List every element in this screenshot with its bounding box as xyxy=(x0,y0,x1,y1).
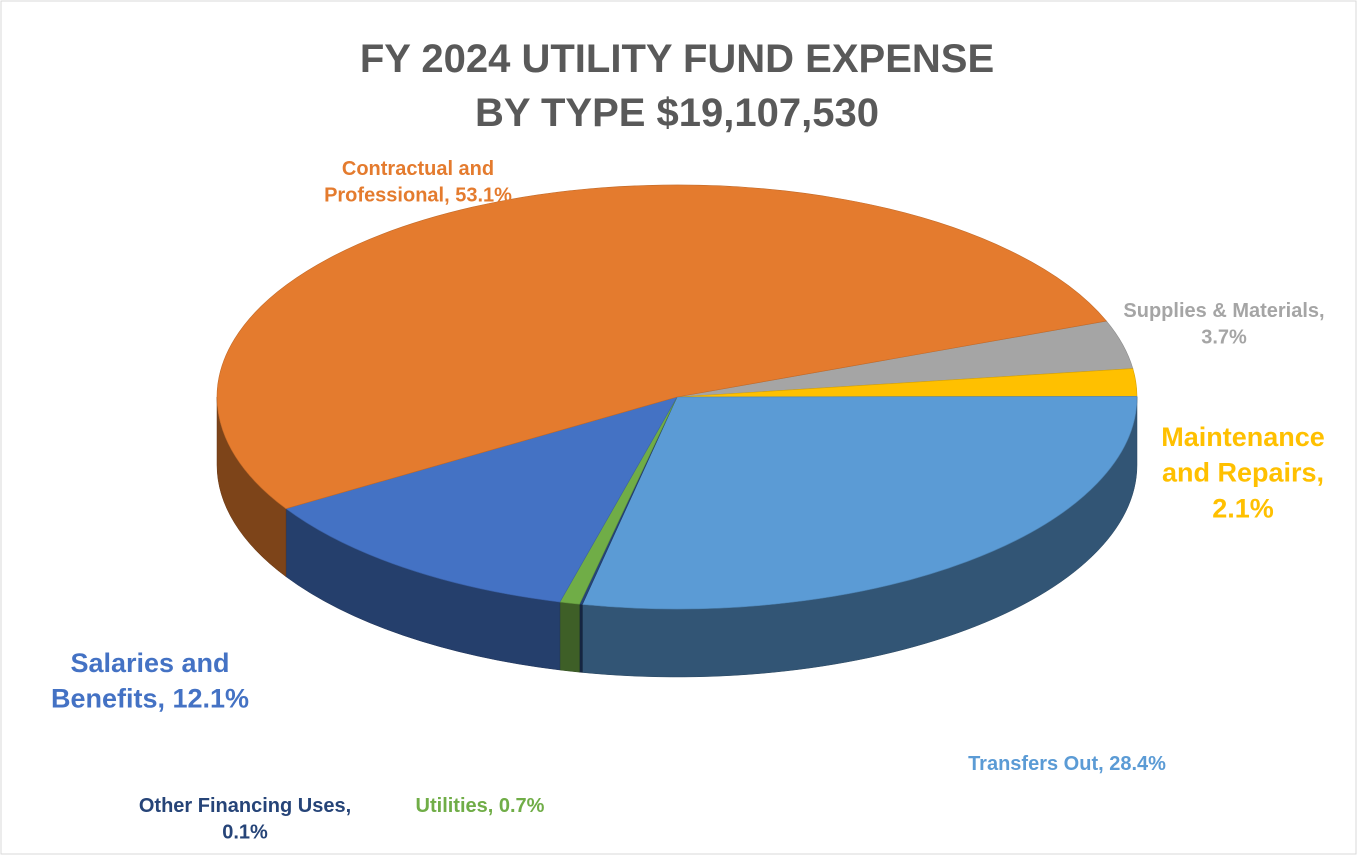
slice xyxy=(216,184,1108,509)
chart-title: FY 2024 UTILITY FUND EXPENSE BY TYPE $19,… xyxy=(360,37,994,135)
data-label: Contractual and Professional, 53.1% xyxy=(324,158,512,206)
label-line: 3.7% xyxy=(1201,326,1247,348)
data-label: Supplies & Materials, 3.7% xyxy=(1123,300,1324,348)
data-label: Maintenance and Repairs, 2.1% xyxy=(1161,422,1325,523)
label-line: and Repairs, xyxy=(1162,458,1324,488)
slice-side xyxy=(579,603,583,673)
label-line: Transfers Out, 28.4% xyxy=(968,753,1166,775)
label-line: Supplies & Materials, xyxy=(1123,300,1324,322)
label-line: Salaries and xyxy=(70,648,229,678)
slice xyxy=(581,396,1138,610)
data-label: Salaries and Benefits, 12.1% xyxy=(51,648,249,714)
slice-side xyxy=(559,601,580,673)
label-line: Utilities, 0.7% xyxy=(416,795,545,817)
label-line: 0.1% xyxy=(222,821,268,843)
data-label: Other Financing Uses, 0.1% xyxy=(139,795,351,843)
label-line: FY 2024 UTILITY FUND EXPENSE xyxy=(360,37,994,81)
label-line: Other Financing Uses, xyxy=(139,795,351,817)
label-line: Professional, 53.1% xyxy=(324,184,512,206)
slice xyxy=(285,396,678,603)
data-label: Utilities, 0.7% xyxy=(416,795,545,817)
label-line: BY TYPE $19,107,530 xyxy=(475,91,879,135)
label-line: Maintenance xyxy=(1161,422,1325,452)
data-label: Transfers Out, 28.4% xyxy=(968,753,1166,775)
label-line: Contractual and xyxy=(342,158,494,180)
label-line: 2.1% xyxy=(1212,493,1274,523)
label-line: Benefits, 12.1% xyxy=(51,684,249,714)
